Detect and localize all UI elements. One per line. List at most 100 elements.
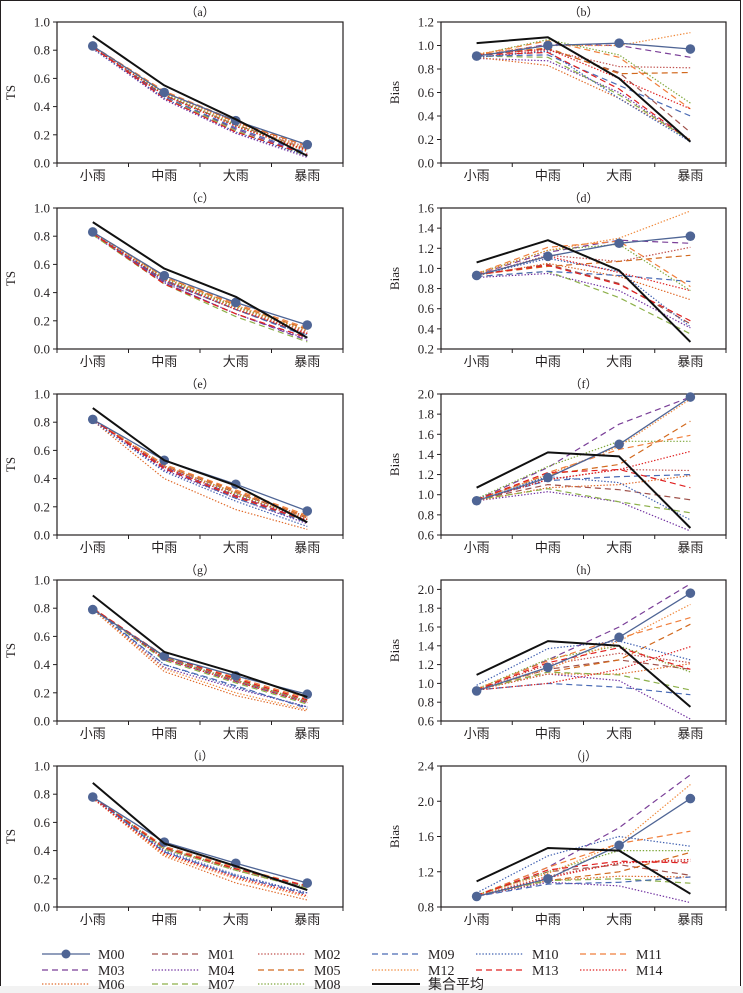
data-point-m00 xyxy=(685,588,696,598)
series-group xyxy=(87,782,313,901)
series-line-m09 xyxy=(476,876,691,897)
x-tick-label: 大雨 xyxy=(223,355,249,370)
series-line-m06 xyxy=(92,420,308,530)
data-point-m00 xyxy=(471,51,482,61)
y-tick-label: 0.8 xyxy=(418,281,434,296)
series-line-m06 xyxy=(92,46,308,153)
y-tick-label: 2.0 xyxy=(418,582,434,597)
series-line-m10 xyxy=(92,609,308,708)
data-point-m00 xyxy=(543,874,553,884)
data-point-m00 xyxy=(302,506,313,516)
series-line-m14 xyxy=(476,48,691,110)
x-tick-label: 大雨 xyxy=(223,541,249,556)
data-point-m00 xyxy=(230,297,241,308)
data-point-m00 xyxy=(471,495,482,506)
y-tick-label: 0.6 xyxy=(34,443,51,458)
series-line-m13 xyxy=(92,46,308,156)
series-line-m13 xyxy=(476,647,691,691)
series-line-m03 xyxy=(476,583,691,691)
panel-title: （d） xyxy=(568,191,598,205)
y-axis-label: Bias xyxy=(387,639,402,662)
y-tick-label: 2.0 xyxy=(418,387,434,402)
series-line-m00 xyxy=(476,798,691,898)
data-point-m00 xyxy=(302,139,313,150)
y-tick-label: 1.2 xyxy=(418,864,434,879)
x-tick-label: 暴雨 xyxy=(677,355,703,370)
y-tick-label: 1.0 xyxy=(34,201,50,216)
data-point-m00 xyxy=(87,604,98,615)
legend-label: M01 xyxy=(208,948,234,963)
panel-title: （a） xyxy=(185,5,214,19)
series-line-ens xyxy=(92,221,308,339)
legend-item-m11: M11 xyxy=(580,948,662,963)
legend-label: M11 xyxy=(636,948,662,963)
x-tick-label: 大雨 xyxy=(606,727,632,742)
y-tick-label: 0.6 xyxy=(34,815,51,830)
series-line-m01 xyxy=(476,484,691,501)
data-point-m00 xyxy=(543,472,553,483)
data-point-m00 xyxy=(614,439,624,450)
legend-label: M10 xyxy=(532,948,558,963)
x-tick-label: 中雨 xyxy=(151,541,177,556)
y-tick-label: 0.4 xyxy=(34,285,51,300)
legend-label: M00 xyxy=(98,948,124,963)
y-tick-label: 0.4 xyxy=(418,109,435,124)
series-line-m01 xyxy=(476,659,691,691)
y-tick-label: 0.6 xyxy=(34,71,51,86)
x-tick-label: 暴雨 xyxy=(294,541,320,556)
legend-item-m14: M14 xyxy=(580,964,662,979)
y-tick-label: 1.0 xyxy=(34,15,50,30)
y-tick-label: 0.8 xyxy=(34,415,50,430)
data-point-m00 xyxy=(543,40,553,51)
panel-title: （b） xyxy=(568,5,598,19)
y-axis-label: TS xyxy=(3,829,18,844)
series-group xyxy=(471,392,696,532)
data-point-m00 xyxy=(159,270,170,281)
series-line-m11 xyxy=(476,240,691,288)
x-tick-label: 小雨 xyxy=(464,727,490,742)
series-line-m02 xyxy=(92,46,308,149)
y-tick-label: 0.8 xyxy=(418,695,434,710)
y-tick-label: 2.0 xyxy=(418,794,434,809)
y-tick-label: 0.4 xyxy=(34,471,51,486)
y-tick-label: 0.0 xyxy=(34,714,50,729)
plot-area xyxy=(440,765,727,908)
data-point-m00 xyxy=(159,651,170,661)
series-line-m03 xyxy=(476,239,691,276)
series-line-m06 xyxy=(476,663,691,691)
x-tick-label: 中雨 xyxy=(535,355,561,370)
y-tick-label: 0.6 xyxy=(418,714,435,729)
panel-title: （j） xyxy=(570,749,597,763)
series-line-m01 xyxy=(476,263,691,325)
y-axis-label: Bias xyxy=(387,825,402,848)
series-line-m10 xyxy=(476,835,691,894)
legend-label: M04 xyxy=(208,964,234,979)
series-line-m14 xyxy=(476,255,691,292)
panel-title: （c） xyxy=(185,191,214,205)
panel-a: （a） 0.0 0.2 0.4 0.6 0.8 1.0 TS 小雨 中雨 大雨 暴雨 xyxy=(3,5,344,184)
series-line-m09 xyxy=(476,682,691,696)
x-tick-label: 中雨 xyxy=(535,727,561,742)
data-point-m00 xyxy=(302,878,313,888)
series-line-m13 xyxy=(92,796,308,887)
y-tick-label: 0.4 xyxy=(34,843,51,858)
legend-label: M07 xyxy=(208,978,234,993)
series-line-ens xyxy=(92,407,308,524)
x-tick-label: 小雨 xyxy=(80,355,106,370)
y-tick-label: 1.0 xyxy=(418,676,434,691)
series-line-m07 xyxy=(476,270,691,335)
y-tick-label: 0.2 xyxy=(34,685,50,700)
legend-item-m03: M03 xyxy=(42,964,124,979)
data-point-m00 xyxy=(614,38,624,48)
y-tick-label: 1.6 xyxy=(418,620,435,635)
series-line-m11 xyxy=(92,45,308,147)
panel-e: （e） 0.0 0.2 0.4 0.6 0.8 1.0 TS 小雨 中雨 大雨 暴雨 xyxy=(3,377,344,556)
legend-item-m13: M13 xyxy=(476,964,558,979)
legend-item-m01: M01 xyxy=(152,948,234,963)
series-group xyxy=(471,32,696,143)
legend-item-m08: M08 xyxy=(258,978,340,993)
x-tick-label: 小雨 xyxy=(80,913,106,928)
series-line-m14 xyxy=(476,646,691,691)
panel-i: （i） 0.0 0.2 0.4 0.6 0.8 1.0 TS 小雨 中雨 大雨 暴雨 xyxy=(3,749,344,928)
